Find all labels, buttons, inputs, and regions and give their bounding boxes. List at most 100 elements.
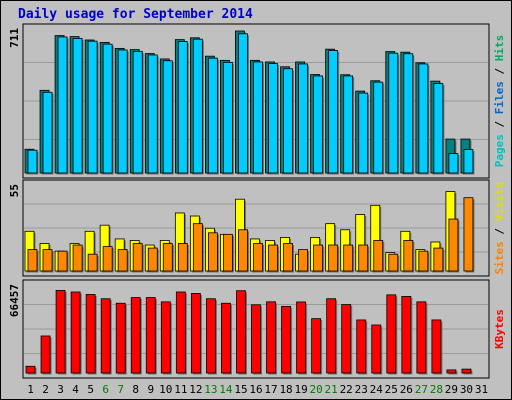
x-tick-day-30: 30 xyxy=(460,383,473,396)
bar-sites-day-19 xyxy=(298,249,310,273)
bar-sites xyxy=(373,240,384,272)
bar-files xyxy=(343,75,354,174)
bar-kbytes xyxy=(431,319,442,374)
bar-kbytes xyxy=(401,295,412,374)
bar-sites xyxy=(192,223,203,272)
bar-sites-day-9 xyxy=(147,247,159,273)
bar-kbytes xyxy=(311,318,322,374)
bar-files-day-28 xyxy=(433,83,445,175)
bar-kbytes xyxy=(55,290,66,374)
bar-files xyxy=(162,60,173,174)
bar-sites-day-20 xyxy=(313,244,325,273)
bar-files xyxy=(328,50,339,174)
bar-sites-day-21 xyxy=(328,244,340,273)
bar-files xyxy=(87,40,98,174)
x-tick-day-29: 29 xyxy=(445,383,458,396)
bar-sites-day-13 xyxy=(207,232,219,273)
bar-files xyxy=(298,63,308,174)
bar-kbytes-day-17 xyxy=(266,301,278,375)
bar-sites xyxy=(403,240,414,272)
bar-kbytes-day-21 xyxy=(326,298,338,375)
bar-kbytes-day-26 xyxy=(401,295,413,375)
bar-sites xyxy=(448,218,459,272)
bar-sites-day-11 xyxy=(177,243,189,273)
bar-files-day-19 xyxy=(298,63,310,175)
bar-sites xyxy=(313,244,324,272)
bar-kbytes xyxy=(446,369,457,374)
bar-sites xyxy=(162,243,173,272)
x-tick-day-23: 23 xyxy=(355,383,368,396)
x-tick-day-15: 15 xyxy=(234,383,247,396)
bar-kbytes-day-29 xyxy=(446,369,458,375)
bar-files-day-9 xyxy=(147,54,159,175)
bar-kbytes-day-3 xyxy=(55,290,67,375)
bar-kbytes xyxy=(356,319,367,374)
bar-sites xyxy=(388,253,399,272)
x-tick-day-1: 1 xyxy=(27,383,34,396)
legend-text: / xyxy=(493,221,506,241)
bar-kbytes-day-16 xyxy=(251,304,262,375)
bar-sites-day-16 xyxy=(253,243,264,273)
bar-files-day-20 xyxy=(313,75,325,175)
bar-files-day-30 xyxy=(463,149,475,175)
bar-sites-day-14 xyxy=(223,233,234,273)
legend-text: Visits xyxy=(493,182,506,222)
bar-kbytes-day-11 xyxy=(175,291,187,375)
bar-kbytes xyxy=(326,298,337,374)
bar-sites-day-24 xyxy=(373,240,385,273)
bar-files-day-16 xyxy=(253,61,264,175)
bar-files-day-4 xyxy=(72,37,84,175)
bar-sites-day-8 xyxy=(132,243,144,273)
x-tick-day-16: 16 xyxy=(249,383,262,396)
bar-files-day-12 xyxy=(192,38,204,175)
bar-files xyxy=(57,36,68,174)
bar-sites-day-15 xyxy=(238,229,249,273)
bar-files-day-2 xyxy=(42,91,54,175)
y-max-label: 66457 xyxy=(8,284,21,317)
bar-sites xyxy=(238,229,248,272)
bar-sites-day-7 xyxy=(117,249,129,273)
bar-sites xyxy=(72,244,83,272)
bar-sites xyxy=(57,250,68,272)
bar-sites xyxy=(132,243,143,272)
bar-kbytes-day-27 xyxy=(416,301,428,375)
bar-sites xyxy=(87,253,98,272)
bar-kbytes-day-30 xyxy=(461,368,473,375)
bar-files xyxy=(102,43,113,174)
x-tick-day-8: 8 xyxy=(132,383,139,396)
x-tick-day-12: 12 xyxy=(189,383,202,396)
bar-sites-day-5 xyxy=(87,253,99,273)
bar-kbytes-day-12 xyxy=(190,293,202,375)
x-tick-day-25: 25 xyxy=(385,383,398,396)
bar-files xyxy=(72,37,83,174)
bar-sites-day-10 xyxy=(162,243,174,273)
bar-files xyxy=(388,52,399,174)
bar-kbytes-day-13 xyxy=(206,298,217,375)
bar-sites xyxy=(268,244,278,272)
bar-sites xyxy=(42,249,53,272)
bar-files xyxy=(463,149,474,174)
bar-files-day-26 xyxy=(403,53,415,175)
bar-files-day-6 xyxy=(102,43,114,175)
bar-files xyxy=(132,50,143,174)
bar-sites-day-2 xyxy=(42,249,54,273)
bar-files xyxy=(117,49,128,174)
x-tick-day-21: 21 xyxy=(325,383,338,396)
x-tick-day-31: 31 xyxy=(475,383,488,396)
bar-kbytes xyxy=(130,297,141,374)
x-tick-day-4: 4 xyxy=(72,383,79,396)
bar-kbytes-day-2 xyxy=(40,335,52,375)
x-tick-day-19: 19 xyxy=(294,383,307,396)
x-tick-day-17: 17 xyxy=(264,383,277,396)
x-tick-day-6: 6 xyxy=(102,383,109,396)
bar-sites xyxy=(207,232,218,272)
bar-sites xyxy=(117,249,128,272)
bar-kbytes-day-9 xyxy=(145,297,157,375)
bar-files-day-24 xyxy=(373,81,385,175)
bar-sites-day-22 xyxy=(343,244,355,273)
legend-text: / xyxy=(493,114,506,134)
bar-kbytes xyxy=(206,298,216,374)
bar-kbytes-day-6 xyxy=(100,298,112,375)
bar-sites xyxy=(223,233,233,272)
